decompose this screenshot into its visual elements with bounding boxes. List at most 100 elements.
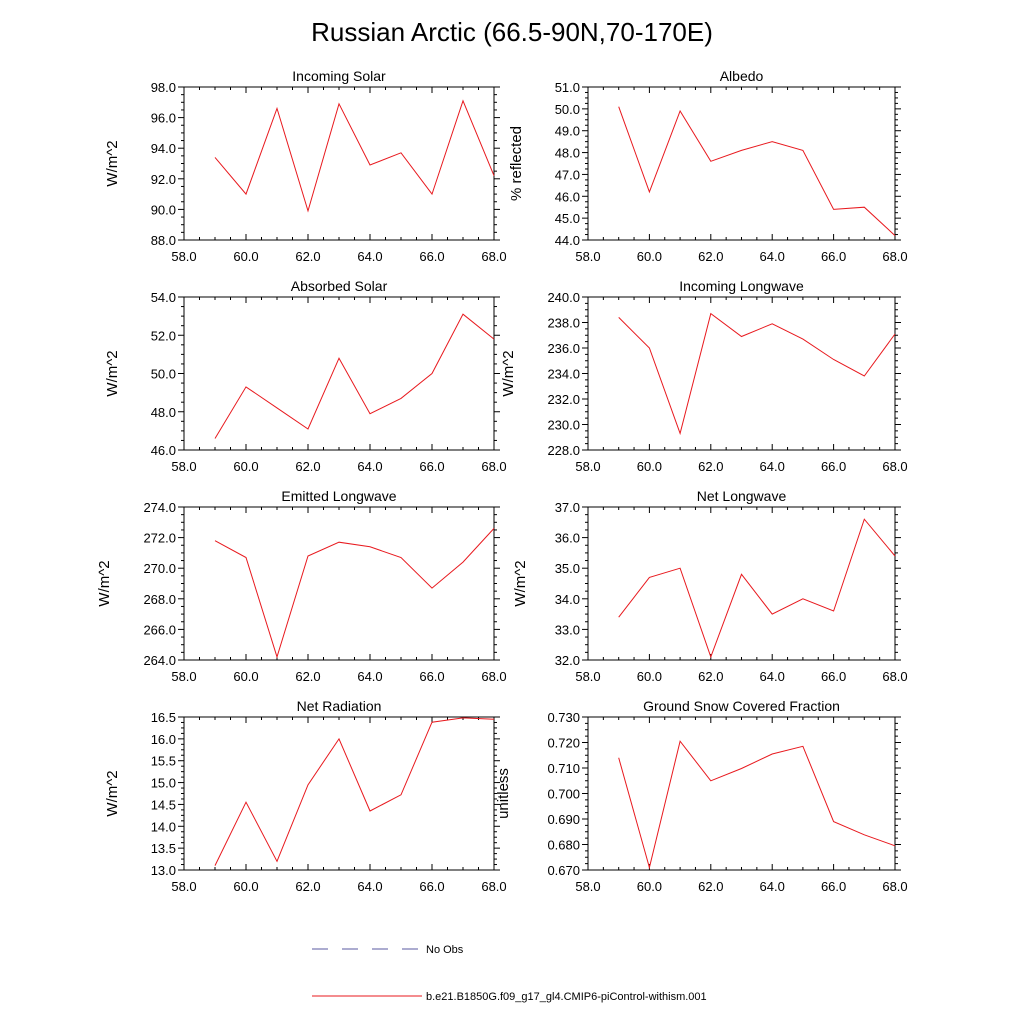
x-tick-label: 68.0 bbox=[481, 879, 506, 894]
y-tick-label: 264.0 bbox=[143, 653, 176, 668]
y-tick-label: 54.0 bbox=[151, 290, 176, 305]
y-tick-label: 48.0 bbox=[151, 405, 176, 420]
y-tick-label: 234.0 bbox=[547, 367, 580, 382]
y-tick-label: 52.0 bbox=[151, 328, 176, 343]
y-tick-label: 238.0 bbox=[547, 316, 580, 331]
x-tick-label: 58.0 bbox=[171, 249, 196, 264]
y-axis-label: W/m^2 bbox=[104, 350, 121, 396]
x-tick-label: 64.0 bbox=[760, 879, 785, 894]
chart-title: Absorbed Solar bbox=[291, 278, 388, 294]
x-tick-label: 66.0 bbox=[821, 249, 846, 264]
y-tick-label: 0.700 bbox=[547, 787, 580, 802]
y-tick-label: 15.5 bbox=[151, 754, 176, 769]
plot-frame bbox=[587, 716, 896, 871]
x-tick-label: 68.0 bbox=[882, 249, 907, 264]
chart-title: Incoming Solar bbox=[292, 68, 386, 84]
x-tick-label: 58.0 bbox=[575, 459, 600, 474]
x-tick-label: 66.0 bbox=[419, 669, 444, 684]
y-tick-label: 0.730 bbox=[547, 710, 580, 725]
y-tick-label: 45.0 bbox=[555, 211, 580, 226]
y-axis-label: W/m^2 bbox=[104, 140, 121, 186]
chart-title: Net Radiation bbox=[297, 698, 382, 714]
y-tick-label: 35.0 bbox=[555, 561, 580, 576]
y-tick-label: 232.0 bbox=[547, 392, 580, 407]
y-tick-label: 272.0 bbox=[143, 531, 176, 546]
y-tick-label: 16.5 bbox=[151, 710, 176, 725]
x-tick-label: 66.0 bbox=[821, 879, 846, 894]
y-tick-label: 274.0 bbox=[143, 500, 176, 515]
y-axis-label: W/m^2 bbox=[96, 560, 113, 606]
chart-panels: Incoming Solar W/m^2 58.0 60.0 62.0 64.0 66.0 6… bbox=[96, 68, 908, 894]
y-tick-label: 0.710 bbox=[547, 761, 580, 776]
y-tick-label: 50.0 bbox=[151, 367, 176, 382]
x-tick-label: 68.0 bbox=[882, 459, 907, 474]
y-tick-label: 94.0 bbox=[151, 141, 176, 156]
y-tick-label: 34.0 bbox=[555, 592, 580, 607]
x-tick-label: 64.0 bbox=[357, 879, 382, 894]
x-tick-label: 60.0 bbox=[637, 879, 662, 894]
series-line bbox=[618, 740, 896, 870]
x-tick-label: 60.0 bbox=[637, 459, 662, 474]
chart-title: Net Longwave bbox=[697, 488, 787, 504]
x-tick-label: 60.0 bbox=[233, 669, 258, 684]
chart-panel: Absorbed Solar W/m^2 58.0 60.0 62.0 64.0 66.0 6… bbox=[104, 278, 507, 474]
plot-frame bbox=[587, 506, 896, 661]
chart-panel: Emitted Longwave W/m^2 58.0 60.0 62.0 64.0 66.… bbox=[96, 488, 507, 684]
y-axis-label: % reflected bbox=[508, 126, 525, 201]
series-line bbox=[618, 106, 896, 236]
y-tick-label: 37.0 bbox=[555, 500, 580, 515]
y-tick-label: 266.0 bbox=[143, 622, 176, 637]
x-tick-label: 64.0 bbox=[760, 249, 785, 264]
y-axis-label: W/m^2 bbox=[104, 770, 121, 816]
y-tick-label: 51.0 bbox=[555, 80, 580, 95]
x-tick-label: 68.0 bbox=[882, 879, 907, 894]
y-tick-label: 230.0 bbox=[547, 418, 580, 433]
x-tick-label: 60.0 bbox=[637, 249, 662, 264]
plot-frame bbox=[587, 296, 896, 451]
x-tick-label: 62.0 bbox=[698, 249, 723, 264]
x-tick-label: 58.0 bbox=[171, 879, 196, 894]
y-tick-label: 228.0 bbox=[547, 443, 580, 458]
y-tick-label: 270.0 bbox=[143, 561, 176, 576]
y-tick-label: 46.0 bbox=[151, 443, 176, 458]
chart-panel: Incoming Longwave W/m^2 58.0 60.0 62.0 64.0 66… bbox=[500, 278, 908, 474]
x-tick-label: 62.0 bbox=[698, 669, 723, 684]
chart-title: Ground Snow Covered Fraction bbox=[643, 698, 840, 714]
chart-title: Albedo bbox=[720, 68, 764, 84]
chart-title: Incoming Longwave bbox=[679, 278, 804, 294]
x-tick-label: 60.0 bbox=[233, 459, 258, 474]
y-tick-label: 0.670 bbox=[547, 863, 580, 878]
y-tick-label: 15.0 bbox=[151, 776, 176, 791]
y-tick-label: 13.5 bbox=[151, 841, 176, 856]
plot-frame bbox=[183, 506, 495, 661]
chart-panel: Incoming Solar W/m^2 58.0 60.0 62.0 64.0 66.0 6… bbox=[104, 68, 507, 264]
x-tick-label: 62.0 bbox=[295, 249, 320, 264]
plot-frame bbox=[183, 86, 495, 241]
series-line bbox=[618, 518, 896, 659]
y-tick-label: 16.0 bbox=[151, 732, 176, 747]
x-tick-label: 66.0 bbox=[821, 459, 846, 474]
y-tick-label: 14.5 bbox=[151, 797, 176, 812]
y-tick-label: 14.0 bbox=[151, 819, 176, 834]
y-axis-label: unitless bbox=[495, 768, 512, 819]
y-tick-label: 0.680 bbox=[547, 838, 580, 853]
x-tick-label: 60.0 bbox=[233, 249, 258, 264]
series-line bbox=[214, 313, 495, 439]
y-tick-label: 88.0 bbox=[151, 233, 176, 248]
chart-panel: Net Radiation W/m^2 58.0 60.0 62.0 64.0 66.0 68… bbox=[104, 698, 507, 894]
y-axis-label: W/m^2 bbox=[500, 350, 517, 396]
x-tick-label: 62.0 bbox=[295, 669, 320, 684]
x-tick-label: 66.0 bbox=[419, 879, 444, 894]
y-tick-label: 90.0 bbox=[151, 202, 176, 217]
x-tick-label: 66.0 bbox=[419, 459, 444, 474]
x-tick-label: 62.0 bbox=[295, 459, 320, 474]
series-line bbox=[214, 99, 495, 213]
x-tick-label: 68.0 bbox=[481, 459, 506, 474]
x-tick-label: 64.0 bbox=[760, 669, 785, 684]
x-tick-label: 58.0 bbox=[575, 879, 600, 894]
y-tick-label: 44.0 bbox=[555, 233, 580, 248]
y-tick-label: 13.0 bbox=[151, 863, 176, 878]
x-tick-label: 58.0 bbox=[171, 459, 196, 474]
x-tick-label: 64.0 bbox=[357, 669, 382, 684]
